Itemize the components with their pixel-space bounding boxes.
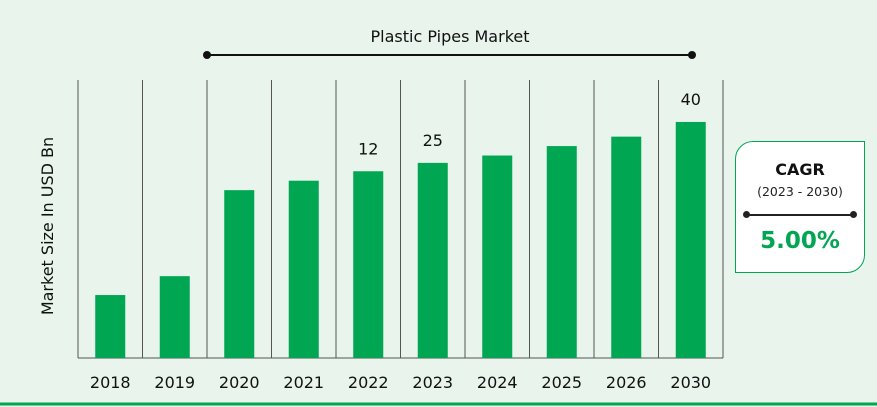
bars [95, 121, 706, 358]
cagr-box: CAGR (2023 - 2030) 5.00% [735, 141, 865, 273]
bar-2025 [546, 146, 577, 358]
title-bracket-right-dot [688, 51, 696, 59]
bar-2020 [224, 190, 255, 358]
cagr-divider [743, 211, 857, 218]
y-axis-label: Market Size In USD Bn [38, 137, 57, 315]
bar-2023 [417, 162, 448, 358]
bar-2026 [611, 136, 642, 358]
x-tick-label: 2020 [219, 373, 260, 392]
bar-2024 [482, 155, 513, 358]
bar-2030 [675, 121, 706, 358]
cagr-divider-right-dot [850, 211, 857, 218]
chart-title: Plastic Pipes Market [371, 27, 530, 46]
x-tick-label: 2022 [348, 373, 389, 392]
title-bracket-left-dot [203, 51, 211, 59]
cagr-divider-left-dot [743, 211, 750, 218]
x-tick-label: 2026 [606, 373, 647, 392]
labels: 2018 2019 2020 2021 2022 12 2023 25 2024 2025 2026… [90, 90, 711, 392]
x-tick-label: 2019 [154, 373, 195, 392]
x-tick-label: 2024 [477, 373, 518, 392]
cagr-value: 5.00% [760, 228, 840, 254]
bar-2022 [353, 171, 384, 358]
x-tick-label: 2025 [541, 373, 582, 392]
cagr-title: CAGR [775, 160, 825, 179]
x-tick-label: 2021 [283, 373, 324, 392]
x-tick-label: 2023 [412, 373, 453, 392]
data-label: 25 [423, 131, 443, 150]
bar-2021 [288, 180, 319, 358]
data-label: 12 [358, 139, 378, 158]
bar-2019 [159, 276, 190, 358]
bar-2018 [95, 295, 126, 358]
x-tick-label: 2030 [670, 373, 711, 392]
data-label: 40 [681, 90, 701, 109]
x-tick-label: 2018 [90, 373, 131, 392]
cagr-period: (2023 - 2030) [757, 184, 843, 199]
